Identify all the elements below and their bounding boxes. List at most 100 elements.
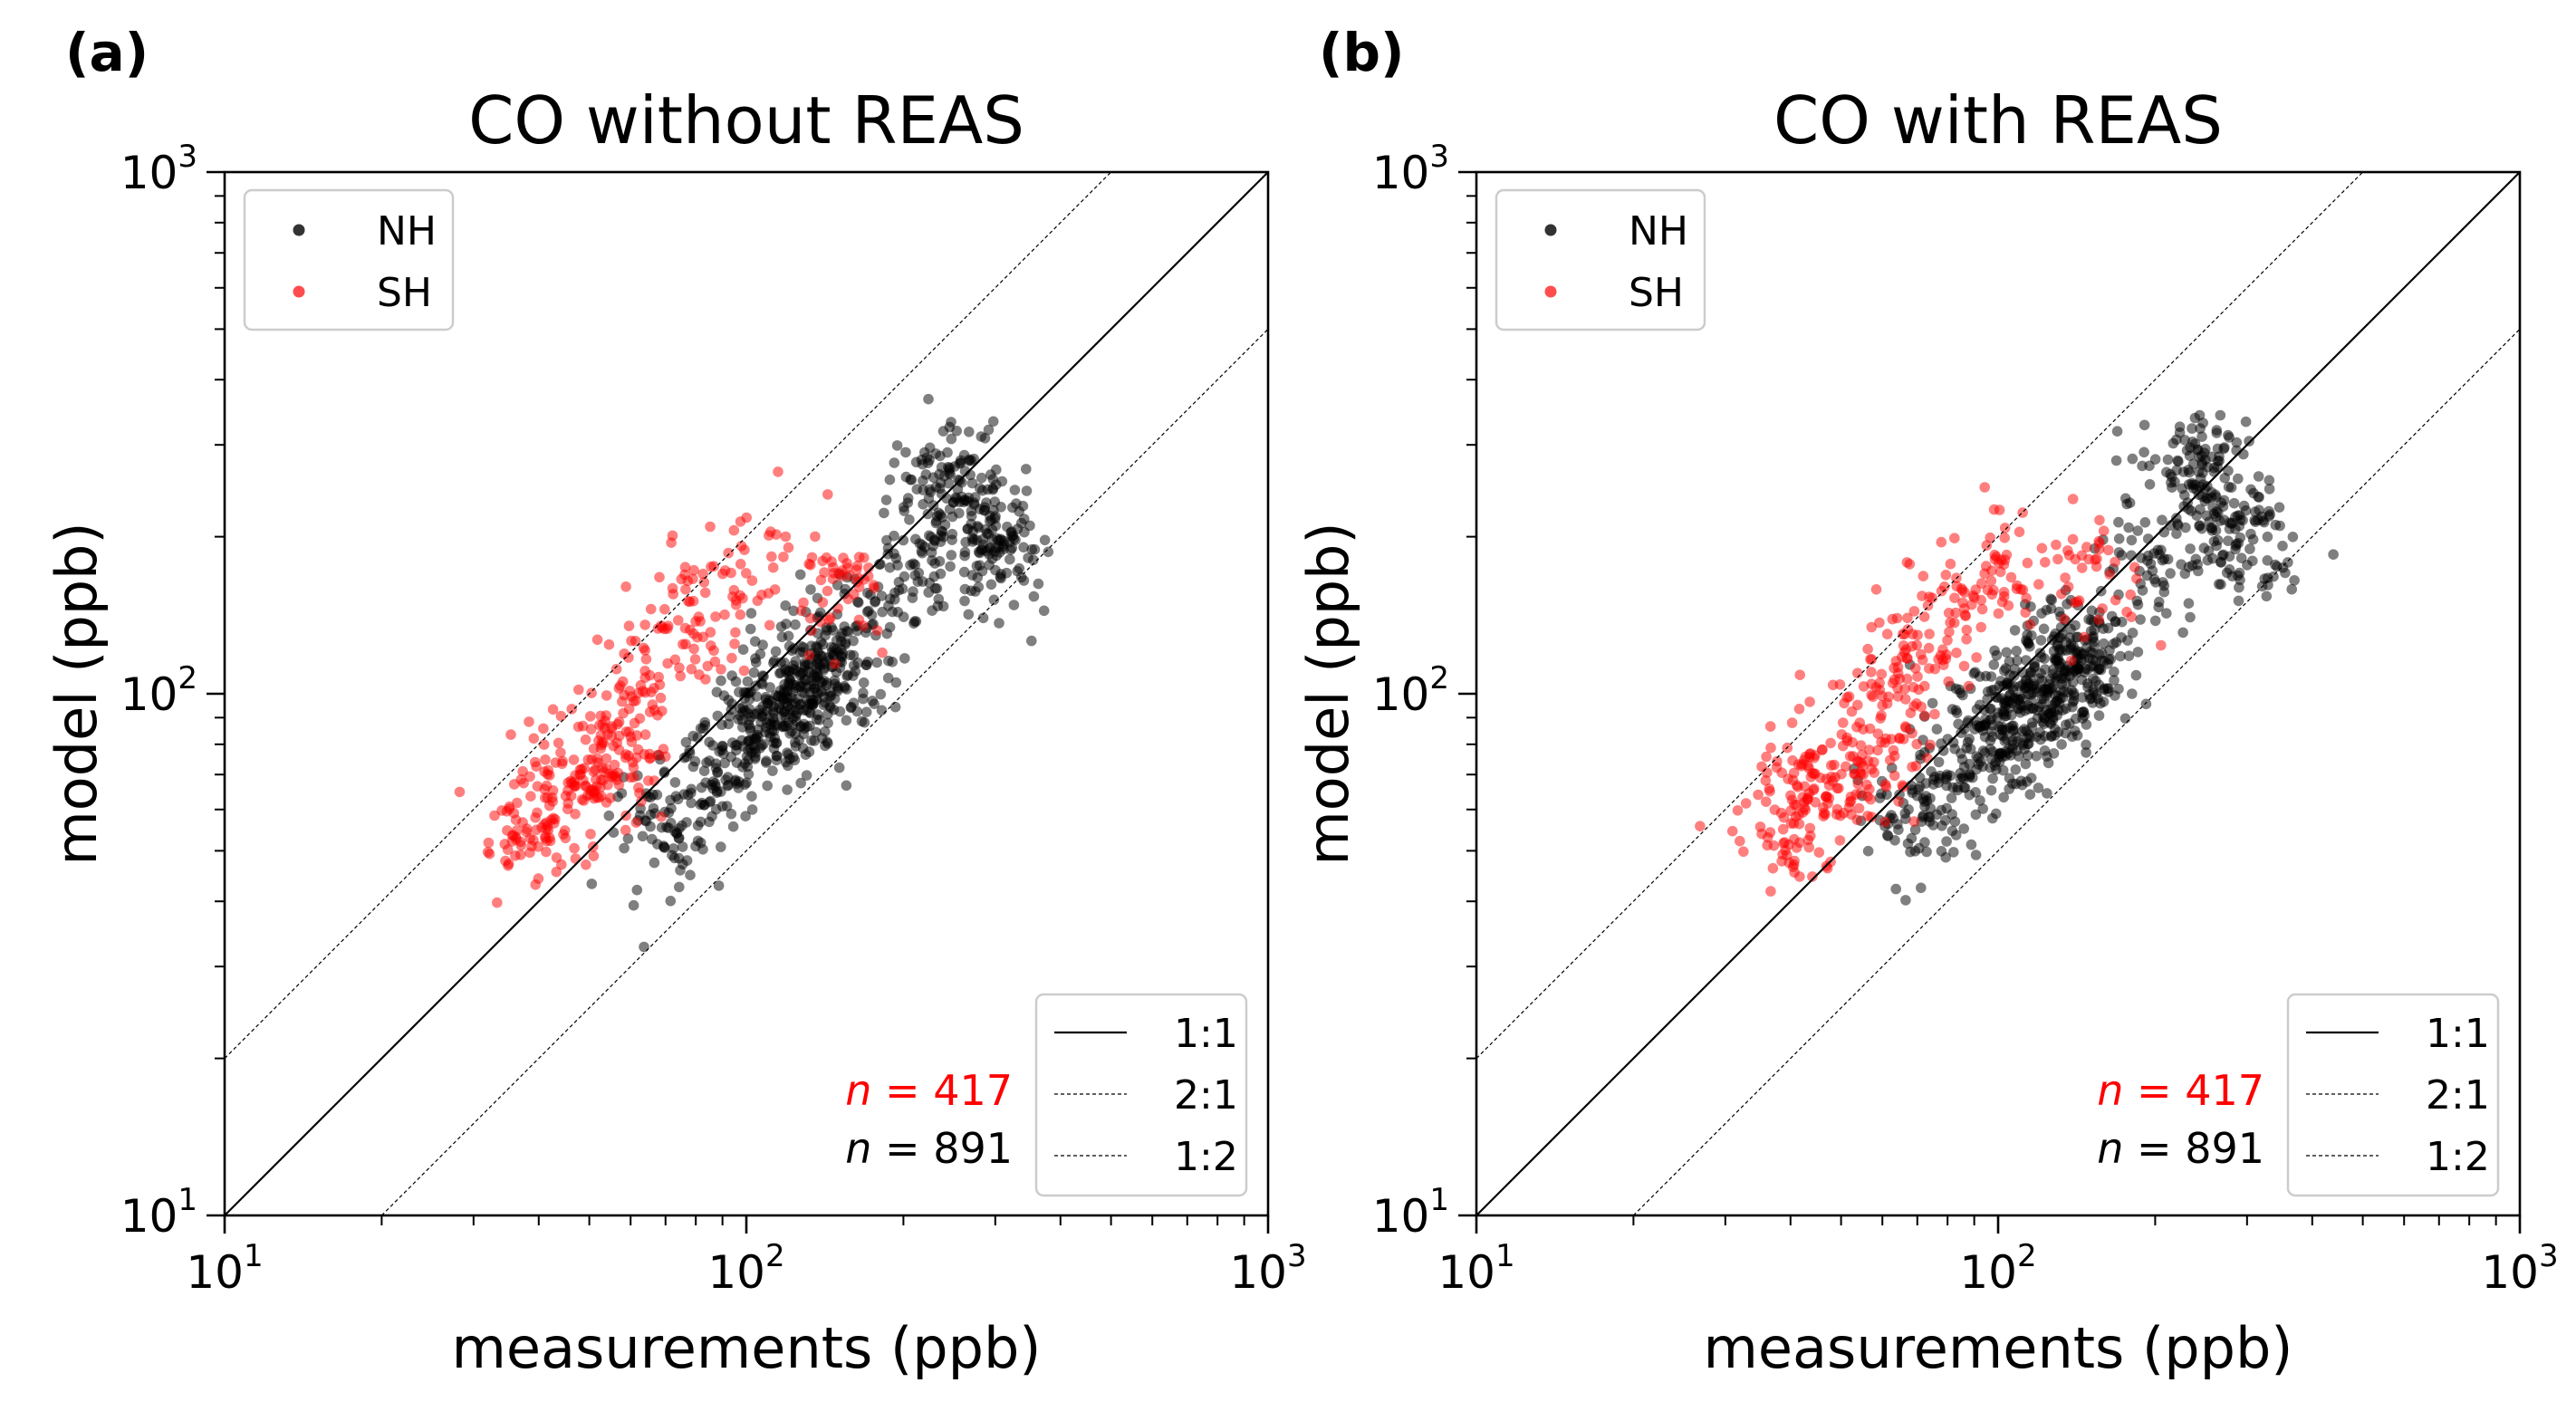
scatter-point-sh [1852, 699, 1863, 711]
scatter-point-sh [1945, 558, 1956, 570]
scatter-point-nh [918, 475, 928, 486]
scatter-point-sh [568, 754, 580, 765]
scatter-point-nh [2206, 525, 2217, 536]
scatter-point-sh [1861, 779, 1872, 791]
scatter-point-sh [639, 687, 651, 698]
scatter-point-nh [2167, 482, 2177, 493]
scatter-point-sh [570, 809, 581, 820]
y-tick-label: 102 [1372, 660, 1449, 721]
scatter-point-nh [822, 738, 833, 749]
scatter-point-nh [2011, 646, 2022, 657]
scatter-point-sh [1961, 624, 1973, 636]
scatter-point-nh [859, 716, 870, 728]
scatter-point-sh [1982, 584, 1994, 596]
scatter-point-sh [2125, 589, 2136, 600]
scatter-point-sh [1918, 611, 1930, 622]
scatter-point-nh [1008, 533, 1020, 544]
scatter-point-nh [911, 484, 923, 495]
scatter-point-nh [1021, 464, 1032, 475]
scatter-point-nh [2240, 504, 2252, 516]
scatter-point-nh [744, 694, 755, 705]
scatter-point-nh [698, 800, 710, 811]
scatter-point-sh [1831, 809, 1842, 821]
scatter-point-sh [1911, 698, 1922, 709]
scatter-point-sh [538, 723, 549, 735]
y-axis-label: model (ppb) [1295, 522, 1361, 865]
scatter-point-sh [1802, 792, 1813, 803]
scatter-point-sh [591, 634, 603, 646]
scatter-point-nh [994, 618, 1004, 629]
scatter-point-sh [544, 770, 555, 781]
scatter-point-sh [686, 664, 697, 675]
scatter-point-nh [1950, 830, 1962, 840]
scatter-point-sh [2093, 614, 2104, 625]
scatter-point-sh [579, 763, 590, 773]
scatter-point-nh [909, 559, 921, 571]
scatter-point-nh [2141, 570, 2153, 581]
scatter-point-sh [1841, 732, 1852, 744]
scatter-point-sh [2076, 562, 2088, 573]
scatter-point-sh [1738, 846, 1749, 858]
scatter-point-sh [1971, 652, 1982, 663]
scatter-point-nh [2132, 525, 2143, 536]
scatter-point-nh [794, 699, 805, 710]
scatter-point-sh [559, 825, 571, 836]
scatter-point-nh [900, 447, 911, 458]
scatter-point-nh [2215, 409, 2226, 421]
scatter-point-sh [1852, 667, 1863, 678]
series-sh [454, 466, 888, 908]
scatter-point-sh [2022, 557, 2033, 569]
scatter-point-nh [757, 639, 768, 650]
scatter-point-sh [1754, 821, 1766, 832]
scatter-point-sh [697, 568, 708, 580]
scatter-point-sh [1820, 809, 1831, 820]
scatter-point-sh [596, 739, 607, 751]
scatter-point-nh [976, 472, 987, 484]
scatter-point-nh [1970, 809, 1982, 821]
scatter-point-nh [876, 705, 888, 716]
scatter-point-sh [1897, 651, 1908, 663]
scatter-point-nh [748, 667, 760, 678]
scatter-point-sh [1924, 591, 1935, 602]
scatter-point-nh [2110, 616, 2121, 627]
scatter-point-sh [1780, 845, 1791, 856]
legend-line-label-2-1: 2:1 [1174, 1072, 1238, 1119]
scatter-point-nh [1963, 715, 1974, 726]
scatter-point-nh [2136, 552, 2147, 563]
scatter-point-nh [825, 687, 836, 698]
scatter-point-nh [913, 567, 925, 579]
scatter-point-nh [2056, 673, 2067, 684]
scatter-point-nh [935, 568, 947, 580]
scatter-point-nh [891, 440, 903, 451]
scatter-point-nh [1964, 734, 1975, 744]
series-nh [1849, 409, 2339, 906]
scatter-point-nh [987, 484, 998, 495]
scatter-point-sh [1925, 739, 1936, 751]
scatter-point-nh [2113, 547, 2125, 558]
scatter-point-sh [1767, 862, 1779, 874]
scatter-point-nh [2187, 423, 2197, 434]
scatter-point-nh [1931, 724, 1943, 735]
series-nh [586, 393, 1054, 953]
scatter-point-nh [648, 789, 658, 801]
scatter-point-sh [569, 842, 580, 854]
scatter-point-nh [1892, 819, 1903, 830]
scatter-point-nh [2025, 773, 2037, 783]
scatter-point-nh [799, 723, 810, 735]
scatter-point-nh [2058, 687, 2070, 697]
scatter-point-sh [1998, 587, 2010, 598]
scatter-point-nh [730, 775, 741, 787]
y-tick-base: 10 [120, 668, 178, 721]
scatter-point-sh [530, 812, 541, 823]
scatter-point-sh [1908, 606, 1920, 617]
scatter-point-sh [585, 829, 596, 840]
scatter-point-nh [2110, 637, 2122, 648]
scatter-point-sh [489, 810, 500, 821]
scatter-point-nh [2171, 513, 2182, 523]
scatter-point-nh [962, 523, 973, 534]
scatter-point-nh [2029, 661, 2041, 672]
scatter-point-sh [2062, 581, 2074, 592]
scatter-point-sh [492, 897, 503, 908]
scatter-point-sh [1879, 779, 1891, 790]
scatter-point-nh [743, 769, 755, 780]
